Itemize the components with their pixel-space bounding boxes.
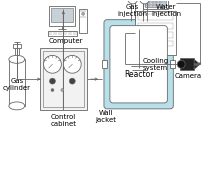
- Bar: [79, 9, 87, 33]
- Bar: [47, 31, 77, 36]
- Bar: [49, 6, 75, 26]
- Bar: [137, 40, 172, 46]
- Bar: [179, 58, 193, 70]
- Bar: [170, 60, 174, 68]
- Bar: [51, 8, 73, 22]
- Text: Gas
injection: Gas injection: [117, 4, 147, 17]
- Text: Computer: Computer: [49, 38, 83, 43]
- Bar: [42, 51, 84, 107]
- Circle shape: [139, 0, 149, 4]
- Circle shape: [69, 78, 75, 84]
- Bar: [142, 0, 167, 9]
- Circle shape: [51, 89, 54, 91]
- Ellipse shape: [9, 102, 25, 110]
- Circle shape: [43, 55, 61, 73]
- Bar: [134, 11, 175, 55]
- Text: Water
injection: Water injection: [151, 4, 181, 17]
- Ellipse shape: [9, 55, 25, 63]
- Text: Gas
cylinder: Gas cylinder: [3, 78, 31, 91]
- FancyBboxPatch shape: [103, 20, 172, 109]
- Circle shape: [61, 89, 63, 91]
- Circle shape: [63, 55, 81, 73]
- Circle shape: [127, 0, 137, 4]
- Bar: [193, 63, 197, 65]
- Polygon shape: [193, 59, 199, 69]
- Bar: [9, 59, 25, 106]
- Bar: [13, 44, 21, 48]
- Circle shape: [176, 60, 184, 68]
- Text: Control
cabinet: Control cabinet: [50, 114, 76, 127]
- Bar: [101, 60, 106, 68]
- Bar: [137, 23, 172, 29]
- Bar: [39, 48, 87, 110]
- Text: Camera: Camera: [174, 73, 201, 79]
- Bar: [137, 14, 172, 20]
- Circle shape: [49, 78, 55, 84]
- Bar: [144, 0, 166, 7]
- FancyBboxPatch shape: [109, 26, 166, 103]
- Text: Cooling
system: Cooling system: [142, 58, 168, 71]
- Text: Wall
jacket: Wall jacket: [95, 110, 116, 123]
- Circle shape: [81, 12, 84, 15]
- Text: Reactor: Reactor: [123, 70, 153, 80]
- Bar: [137, 32, 172, 38]
- Bar: [15, 47, 19, 55]
